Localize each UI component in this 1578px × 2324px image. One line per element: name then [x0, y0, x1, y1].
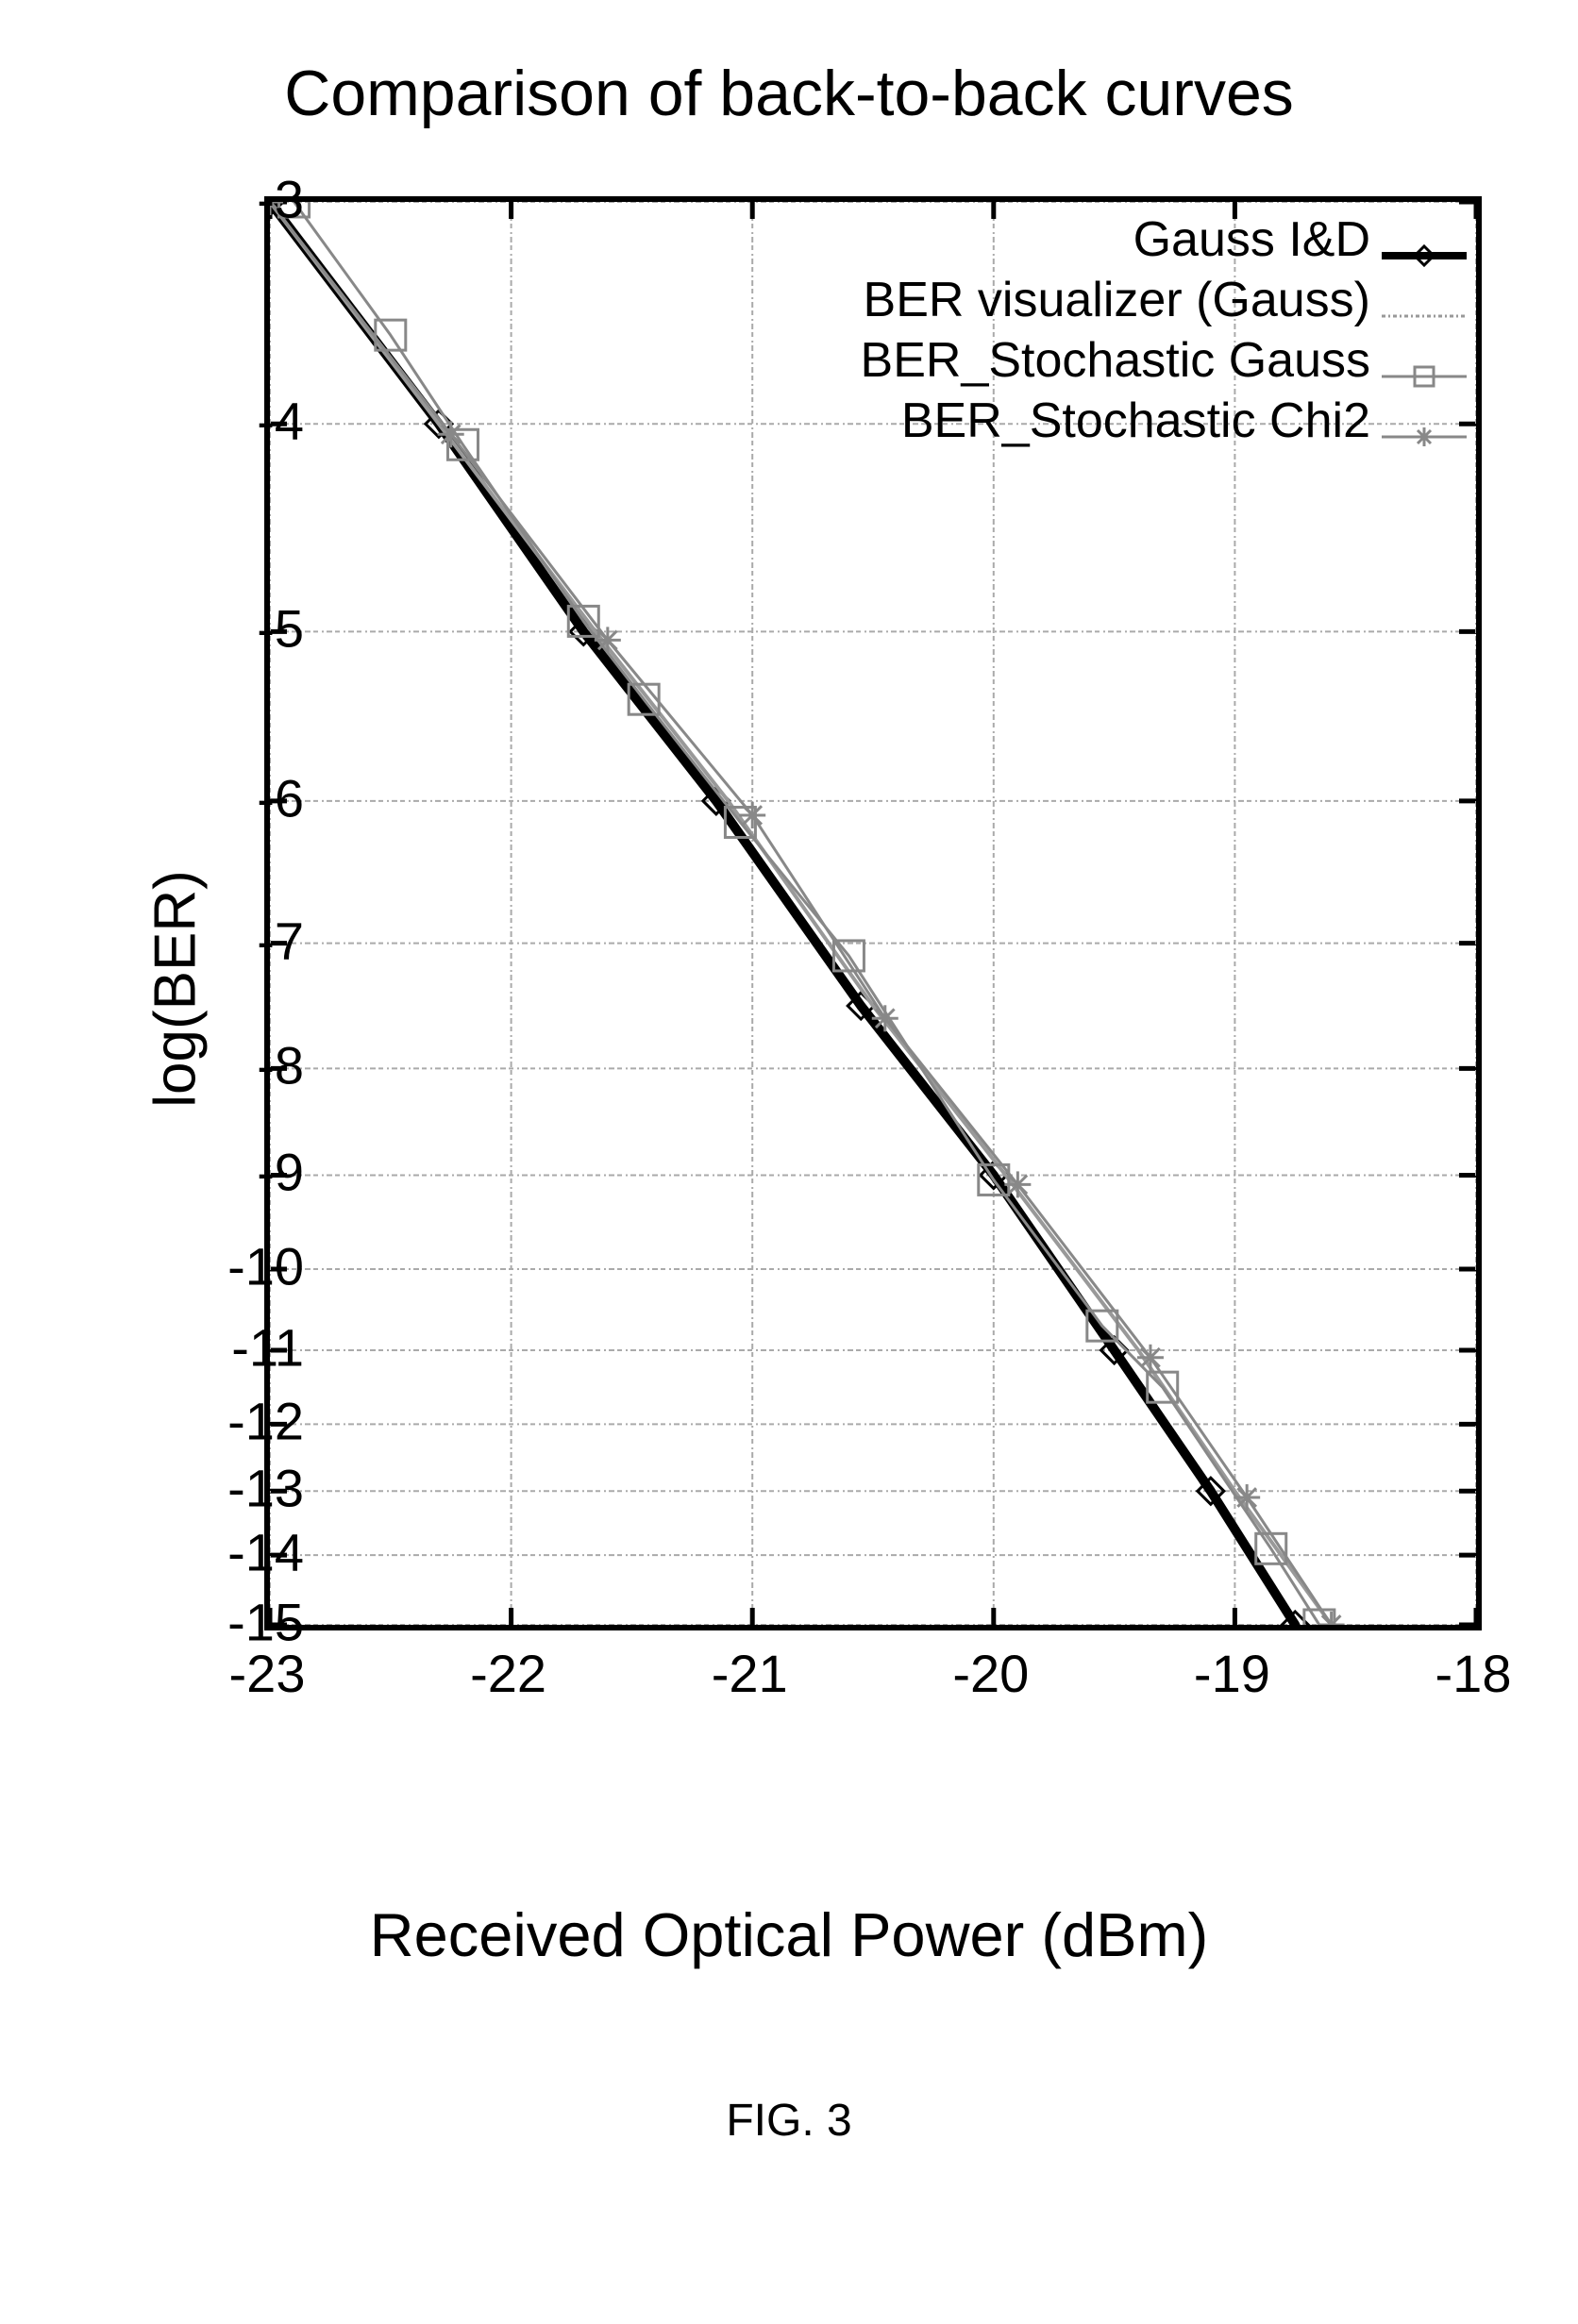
- legend-item: BER_Stochastic Gauss: [861, 332, 1467, 389]
- y-tick-label: -4: [191, 391, 304, 452]
- plot-wrapper: log(BER) Gauss I&DBER visualizer (Gauss)…: [47, 177, 1531, 1800]
- x-tick-label: -22: [452, 1643, 565, 1704]
- y-tick-label: -5: [191, 598, 304, 660]
- y-tick-label: -10: [191, 1236, 304, 1297]
- legend-label: BER_Stochastic Chi2: [901, 393, 1370, 449]
- legend-item: Gauss I&D: [861, 211, 1467, 268]
- legend-marker: [1382, 346, 1467, 375]
- y-tick-label: -14: [191, 1522, 304, 1583]
- x-tick-label: -23: [210, 1643, 324, 1704]
- legend-label: BER_Stochastic Gauss: [861, 332, 1370, 389]
- y-tick-label: -11: [191, 1316, 304, 1378]
- legend-marker: [1382, 407, 1467, 435]
- legend-label: BER visualizer (Gauss): [864, 272, 1370, 328]
- legend-item: BER visualizer (Gauss): [861, 272, 1467, 328]
- y-tick-label: -12: [191, 1391, 304, 1452]
- y-tick-label: -3: [191, 169, 304, 230]
- y-tick-label: -8: [191, 1035, 304, 1096]
- x-tick-label: -18: [1417, 1643, 1530, 1704]
- y-tick-label: -13: [191, 1458, 304, 1519]
- legend-marker: [1382, 226, 1467, 254]
- y-tick-label: -6: [191, 767, 304, 828]
- legend-item: BER_Stochastic Chi2: [861, 393, 1467, 449]
- legend: Gauss I&DBER visualizer (Gauss)BER_Stoch…: [861, 211, 1467, 453]
- legend-label: Gauss I&D: [1133, 211, 1370, 268]
- y-tick-label: -7: [191, 910, 304, 971]
- legend-marker: [1382, 286, 1467, 314]
- figure-caption: FIG. 3: [726, 2095, 851, 2147]
- x-tick-label: -21: [693, 1643, 806, 1704]
- chart-container: Comparison of back-to-back curves log(BE…: [47, 57, 1531, 1800]
- y-tick-label: -9: [191, 1142, 304, 1203]
- x-tick-label: -19: [1175, 1643, 1288, 1704]
- x-tick-label: -20: [934, 1643, 1048, 1704]
- chart-title: Comparison of back-to-back curves: [47, 57, 1531, 130]
- x-axis-label: Received Optical Power (dBm): [370, 1899, 1209, 1970]
- plot-area: Gauss I&DBER visualizer (Gauss)BER_Stoch…: [264, 196, 1482, 1630]
